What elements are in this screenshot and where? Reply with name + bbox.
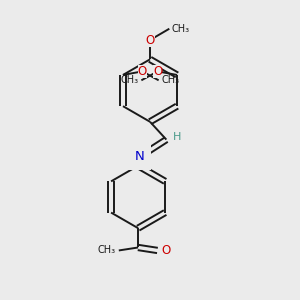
Text: CH₃: CH₃ [172,24,190,34]
Text: H: H [173,132,181,142]
Text: N: N [135,150,145,163]
Text: O: O [161,244,170,257]
Text: O: O [153,65,162,78]
Text: CH₃: CH₃ [98,245,116,256]
Text: CH₃: CH₃ [121,75,139,85]
Text: O: O [146,34,154,46]
Text: CH₃: CH₃ [161,75,179,85]
Text: O: O [138,65,147,78]
